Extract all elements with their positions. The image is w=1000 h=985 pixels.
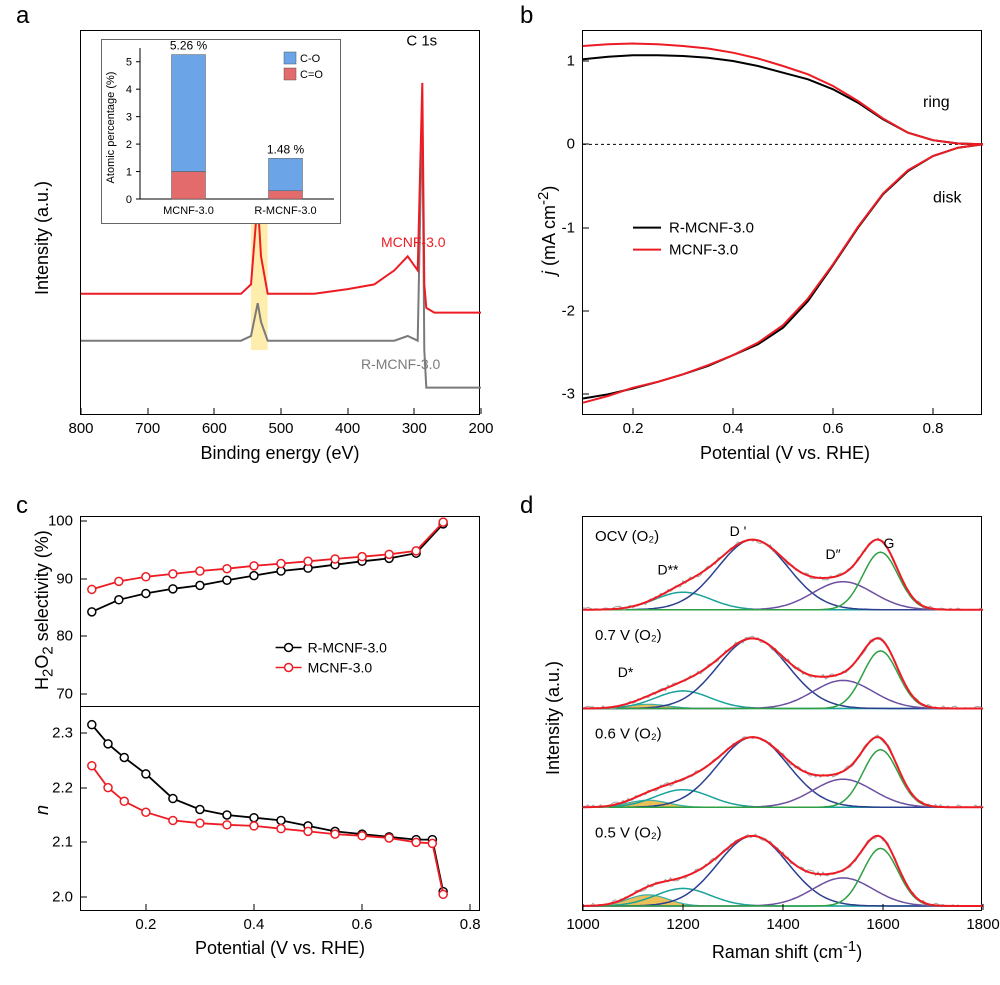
panel-a-plot: O 1sC 1sMCNF-3.0R-MCNF-3.0 0123455.26 %M… — [80, 30, 480, 415]
svg-text:R-MCNF-3.0: R-MCNF-3.0 — [669, 220, 754, 237]
svg-text:D*: D* — [618, 664, 634, 680]
panel-d-ylabel: Intensity (a.u.) — [543, 661, 564, 775]
panel-b-ylabel: j (mA cm-2) — [535, 186, 560, 275]
svg-text:MCNF-3.0: MCNF-3.0 — [669, 242, 738, 259]
svg-text:D ': D ' — [730, 523, 747, 539]
svg-text:ring: ring — [923, 94, 950, 111]
svg-text:disk: disk — [933, 190, 962, 207]
svg-text:C 1s: C 1s — [406, 32, 437, 49]
panel-c-top-ylabel: H2O2 selectivity (%) — [32, 530, 57, 690]
panel-c-bottom-ylabel: n — [32, 805, 53, 815]
svg-text:OCV (O₂): OCV (O₂) — [595, 528, 659, 545]
svg-text:D**: D** — [657, 562, 679, 578]
svg-text:G: G — [884, 535, 895, 551]
svg-text:1.48 %: 1.48 % — [267, 142, 305, 156]
panel-d-label: d — [520, 492, 533, 520]
svg-text:4: 4 — [126, 84, 132, 96]
svg-text:0.5 V (O₂): 0.5 V (O₂) — [595, 824, 662, 841]
svg-text:Atomic percentage (%): Atomic percentage (%) — [105, 72, 117, 184]
svg-text:D″: D″ — [825, 546, 840, 562]
svg-text:2: 2 — [126, 139, 132, 151]
svg-text:0.6 V (O₂): 0.6 V (O₂) — [595, 726, 662, 743]
svg-text:MCNF-3.0: MCNF-3.0 — [381, 234, 446, 250]
svg-text:C=O: C=O — [300, 69, 323, 81]
panel-c-label: c — [16, 492, 28, 520]
svg-text:5.26 %: 5.26 % — [170, 39, 208, 53]
panel-b-plot: ringdiskR-MCNF-3.0MCNF-3.0 0.20.40.60.8-… — [582, 30, 982, 415]
figure-grid: a O 1sC 1sMCNF-3.0R-MCNF-3.0 0123455.26 … — [0, 0, 1000, 985]
svg-text:R-MCNF-3.0: R-MCNF-3.0 — [254, 205, 316, 217]
panel-a-label: a — [16, 2, 29, 30]
panel-d-plot: OCV (O₂) D** D ' D″ G 0.7 V (O₂) D* 0.6 V (O₂) 0… — [582, 516, 982, 911]
svg-text:MCNF-3.0: MCNF-3.0 — [163, 205, 214, 217]
panel-c-bottom-plot: 0.20.40.60.82.02.12.22.3 — [80, 706, 480, 911]
svg-text:3: 3 — [126, 112, 132, 124]
panel-a-xlabel: Binding energy (eV) — [170, 443, 390, 464]
panel-b-xlabel: Potential (V vs. RHE) — [670, 443, 900, 464]
panel-d-xlabel: Raman shift (cm-1) — [672, 938, 902, 963]
panel-a-ylabel: Intensity (a.u.) — [32, 181, 53, 295]
panel-a-inset: 0 1 2 3 4 5 5.26 % MCNF-3.0 1.48 % R-MCNF-3.0 Atom… — [101, 39, 341, 224]
svg-text:R-MCNF-3.0: R-MCNF-3.0 — [308, 640, 388, 656]
svg-text:0: 0 — [126, 194, 132, 206]
svg-text:0.7 V (O₂): 0.7 V (O₂) — [595, 627, 662, 644]
svg-text:MCNF-3.0: MCNF-3.0 — [308, 660, 373, 676]
svg-text:1: 1 — [126, 167, 132, 179]
svg-text:C-O: C-O — [300, 53, 321, 65]
panel-c-xlabel: Potential (V vs. RHE) — [165, 938, 395, 959]
panel-c-top-plot: R-MCNF-3.0MCNF-3.0 708090100 — [80, 516, 480, 706]
panel-b-label: b — [520, 2, 533, 30]
svg-text:R-MCNF-3.0: R-MCNF-3.0 — [361, 356, 441, 372]
svg-text:5: 5 — [126, 57, 132, 69]
